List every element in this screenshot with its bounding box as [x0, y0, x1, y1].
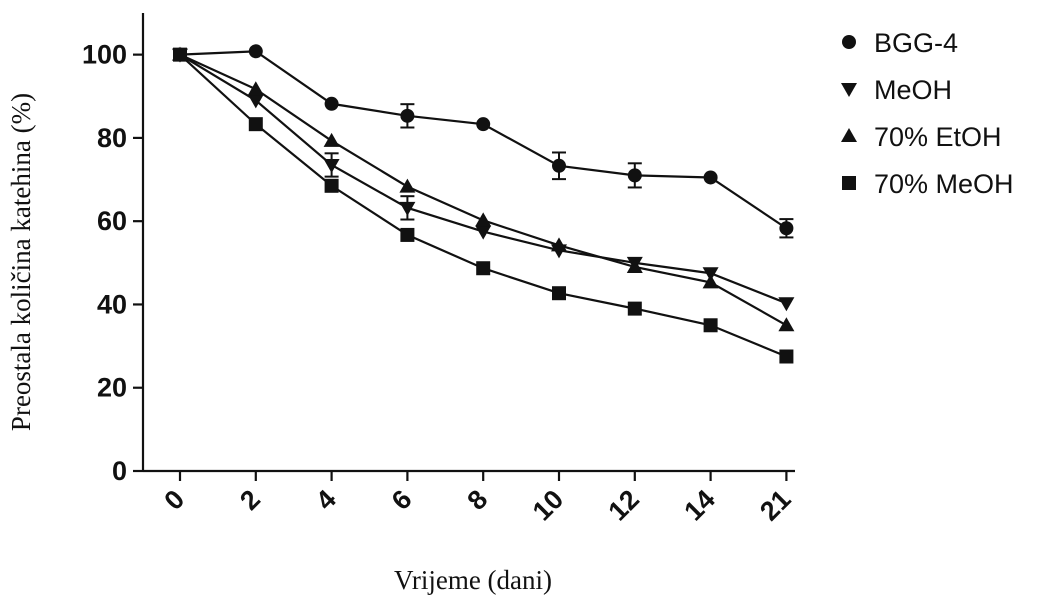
data-point	[247, 81, 264, 96]
data-point	[399, 201, 416, 216]
x-tick-label: 14	[678, 484, 720, 526]
data-point	[627, 168, 642, 183]
data-point	[248, 117, 263, 132]
data-point	[703, 318, 718, 333]
x-tick-label: 8	[462, 484, 494, 516]
series-line	[179, 50, 788, 230]
data-point	[476, 117, 491, 132]
series-line	[179, 53, 787, 327]
y-tick-label: 100	[82, 40, 127, 70]
y-tick-label: 20	[97, 373, 127, 403]
legend-label: BGG-4	[874, 28, 958, 58]
data-point	[399, 178, 416, 193]
legend: BGG-4 MeOH 70% EtOH 70% MeOH	[841, 28, 1014, 199]
data-point	[703, 170, 718, 185]
y-tick-label: 60	[97, 206, 127, 236]
data-point	[551, 237, 567, 252]
data-point	[626, 258, 643, 273]
y-tick-label: 0	[112, 456, 127, 486]
legend-marker	[841, 128, 857, 142]
data-point	[475, 225, 492, 240]
legend-item: MeOH	[841, 75, 952, 105]
data-point	[552, 158, 566, 173]
x-tick-label: 0	[158, 484, 190, 516]
data-point	[476, 261, 491, 276]
data-point	[475, 212, 492, 227]
data-point	[324, 96, 339, 111]
legend-marker	[842, 35, 856, 49]
y-tick-label: 80	[97, 123, 127, 153]
data-point	[552, 286, 566, 301]
data-point	[778, 297, 795, 312]
y-tick-label: 40	[97, 289, 127, 319]
data-point	[778, 317, 795, 332]
x-axis-title: Vrijeme (dani)	[394, 565, 552, 595]
data-point	[247, 94, 264, 109]
legend-item: BGG-4	[842, 28, 958, 58]
legend-marker	[841, 83, 857, 97]
data-point	[323, 132, 340, 147]
series-3	[173, 47, 794, 364]
x-tick-label: 10	[527, 484, 569, 526]
x-tick-label: 6	[386, 484, 418, 516]
legend-label: 70% MeOH	[874, 169, 1014, 199]
data-point	[627, 301, 642, 316]
legend-label: MeOH	[874, 75, 952, 105]
data-point	[779, 221, 794, 236]
legend-item: 70% EtOH	[841, 122, 1002, 152]
legend-label: 70% EtOH	[874, 122, 1002, 152]
series-0	[173, 44, 794, 239]
y-axis-title: Preostala količina katehina (%)	[6, 93, 36, 431]
data-point	[779, 349, 794, 364]
x-tick-label: 12	[603, 484, 645, 526]
series-layer	[172, 44, 795, 364]
x-tick-label: 2	[234, 484, 266, 516]
x-tick-label: 21	[754, 484, 796, 526]
data-point	[324, 178, 339, 193]
legend-marker	[842, 176, 856, 190]
x-tick-label: 4	[310, 484, 342, 516]
data-point	[173, 47, 187, 62]
data-point	[702, 267, 719, 282]
series-2	[172, 46, 795, 332]
data-point	[400, 227, 415, 242]
legend-item: 70% MeOH	[842, 169, 1014, 199]
data-point	[702, 274, 719, 289]
data-point	[248, 44, 263, 59]
data-point	[323, 158, 340, 173]
data-point	[400, 108, 415, 123]
